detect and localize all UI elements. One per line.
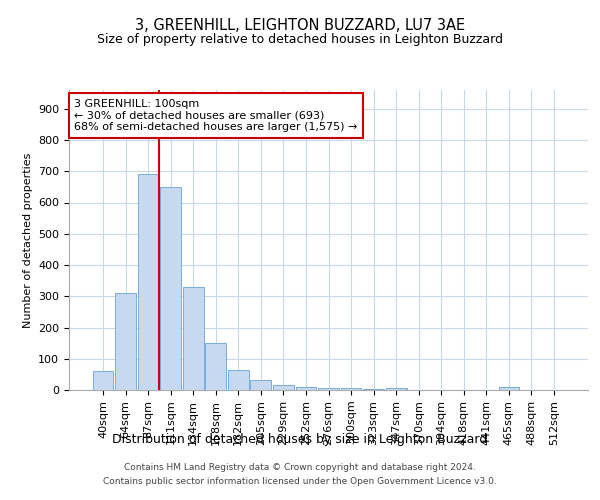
Text: Contains HM Land Registry data © Crown copyright and database right 2024.: Contains HM Land Registry data © Crown c… (124, 462, 476, 471)
Bar (363, 389, 384, 390)
Bar (183, 287, 203, 390)
Text: Contains public sector information licensed under the Open Government Licence v3: Contains public sector information licen… (103, 478, 497, 486)
Text: Distribution of detached houses by size in Leighton Buzzard: Distribution of detached houses by size … (112, 432, 488, 446)
Bar (92, 370, 113, 390)
Bar (137, 174, 158, 390)
Y-axis label: Number of detached properties: Number of detached properties (23, 152, 32, 328)
Bar (205, 343, 226, 390)
Bar (386, 388, 407, 390)
Text: 3, GREENHILL, LEIGHTON BUZZARD, LU7 3AE: 3, GREENHILL, LEIGHTON BUZZARD, LU7 3AE (135, 18, 465, 32)
Bar (228, 370, 248, 390)
Bar (160, 187, 181, 390)
Text: Size of property relative to detached houses in Leighton Buzzard: Size of property relative to detached ho… (97, 32, 503, 46)
Bar (318, 388, 339, 390)
Text: 3 GREENHILL: 100sqm
← 30% of detached houses are smaller (693)
68% of semi-detac: 3 GREENHILL: 100sqm ← 30% of detached ho… (74, 99, 358, 132)
Bar (341, 388, 361, 390)
Bar (115, 293, 136, 390)
Bar (499, 387, 520, 390)
Bar (273, 384, 294, 390)
Bar (296, 387, 316, 390)
Bar (250, 380, 271, 390)
